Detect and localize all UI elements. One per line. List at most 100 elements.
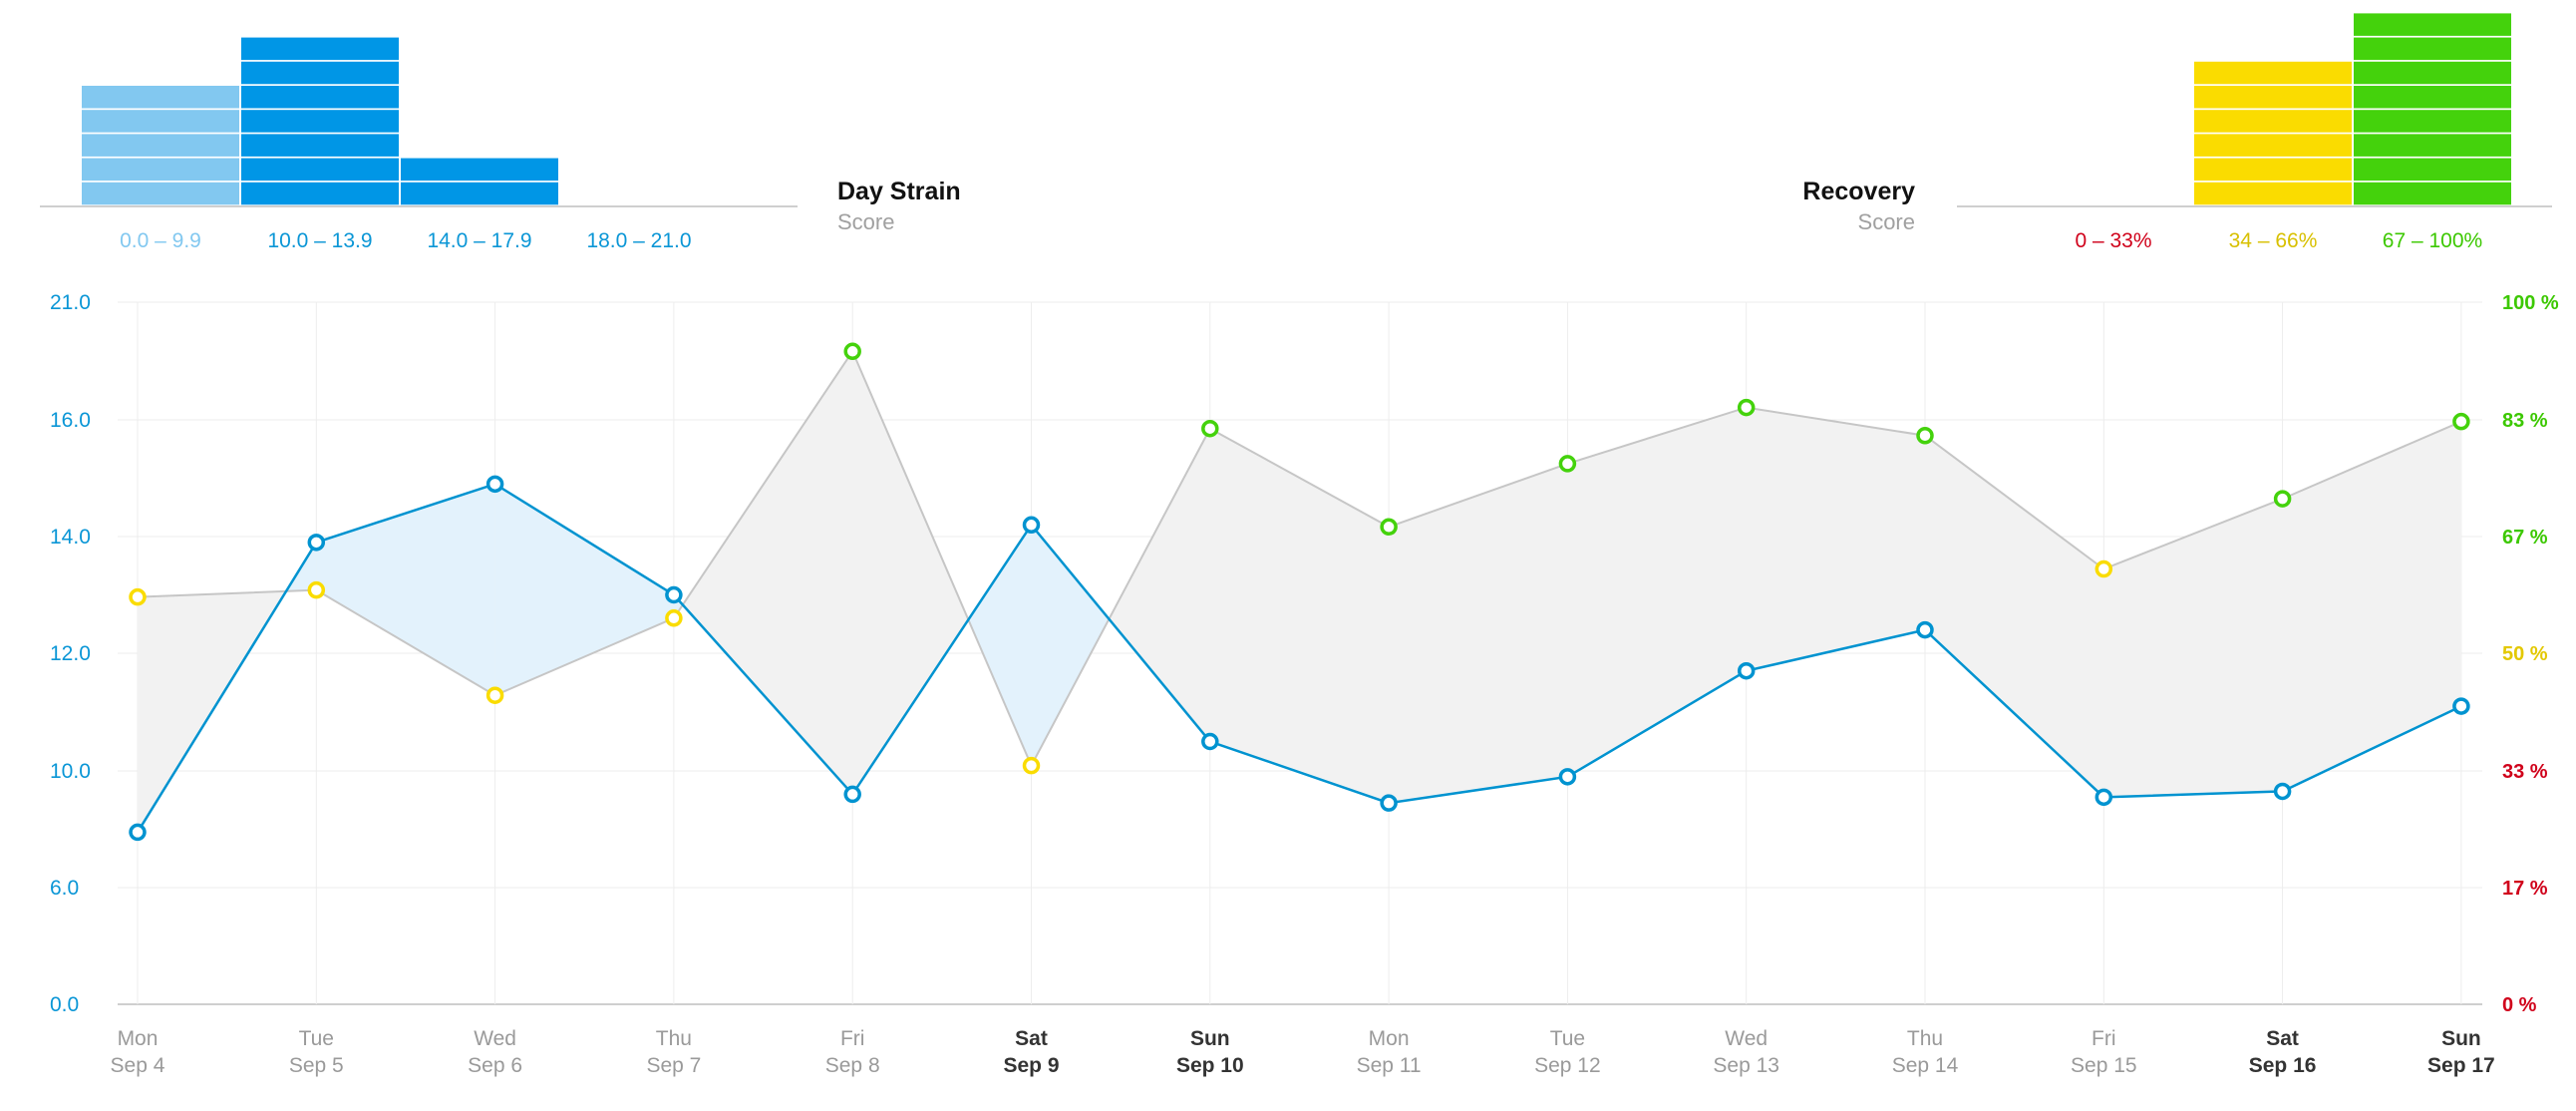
recovery-point xyxy=(1916,427,1934,445)
recovery-point xyxy=(2094,559,2113,578)
recovery_histogram-bar-segment xyxy=(2194,134,2352,157)
recovery_histogram-bar-segment xyxy=(2354,86,2511,109)
x-weekday-label: Tue xyxy=(1550,1027,1585,1050)
recovery_histogram-bar-segment xyxy=(2354,37,2511,61)
strain_histogram-bar-segment xyxy=(241,182,399,205)
fill-region xyxy=(1109,428,1210,742)
recovery-point xyxy=(2452,412,2470,431)
recovery-point xyxy=(485,686,504,704)
strain-recovery-area xyxy=(138,351,2461,833)
fill-region xyxy=(682,351,853,795)
recovery-point xyxy=(129,587,147,606)
fill-region xyxy=(1746,407,1925,671)
recovery_histogram-bar-segment xyxy=(2354,13,2511,36)
strain_histogram-bar-segment xyxy=(82,134,239,157)
strain_histogram-bar-segment xyxy=(241,134,399,157)
recovery_histogram-bin-label: 67 – 100% xyxy=(2383,229,2482,252)
left-tick-label: 6.0 xyxy=(50,877,79,900)
fill-region xyxy=(1567,407,1747,777)
fill-region xyxy=(1389,463,1568,804)
left-tick-label: 14.0 xyxy=(50,526,91,549)
right-tick-label: 17 % xyxy=(2502,878,2548,900)
axes: 0.0 6.0 10.0 12.0 14.0 16.0 21.0 0 % 17 % 33 % 50 … xyxy=(50,291,2559,1077)
strain-hist-subtitle: Score xyxy=(837,209,894,234)
right-tick-label: 0 % xyxy=(2502,994,2537,1016)
strain_histogram-bar-segment xyxy=(241,61,399,85)
strain-point xyxy=(1022,516,1041,535)
strain_histogram-bar-segment xyxy=(82,110,239,133)
strain_histogram-bar-segment xyxy=(401,158,558,182)
recovery-point xyxy=(307,580,326,599)
strain_histogram-bin-label: 14.0 – 17.9 xyxy=(427,229,531,252)
recovery_histogram-bar-segment xyxy=(2194,61,2352,85)
x-weekday-label: Sun xyxy=(1190,1027,1230,1050)
strain-point xyxy=(1558,768,1577,786)
series-points xyxy=(129,342,2470,842)
series-lines xyxy=(136,349,2462,834)
fill-region xyxy=(968,525,1032,766)
x-date-label: Sep 12 xyxy=(1534,1054,1601,1077)
strain-point xyxy=(2273,782,2292,801)
recovery_histogram-bin-label: 0 – 33% xyxy=(2075,229,2151,252)
right-tick-label: 83 % xyxy=(2502,410,2548,432)
strain_histogram-bar-segment xyxy=(241,37,399,61)
x-date-label: Sep 15 xyxy=(2071,1054,2137,1077)
fill-region xyxy=(1925,435,2104,798)
strain-point xyxy=(1916,620,1934,639)
strain_histogram-bar-segment xyxy=(82,158,239,182)
right-tick-label: 50 % xyxy=(2502,643,2548,665)
recovery-hist-title: Recovery xyxy=(1802,178,1915,205)
fill-region xyxy=(494,484,674,696)
x-date-label: Sep 10 xyxy=(1176,1054,1244,1077)
x-date-label: Sep 7 xyxy=(646,1054,701,1077)
strain-hist-title: Day Strain xyxy=(837,178,961,205)
strain_histogram-bar-segment xyxy=(241,110,399,133)
recovery-point xyxy=(1022,756,1041,775)
left-tick-label: 21.0 xyxy=(50,291,91,314)
strain_histogram-bar-segment xyxy=(241,158,399,182)
strain_histogram-bar-segment xyxy=(401,182,558,205)
x-date-label: Sep 11 xyxy=(1357,1054,1422,1077)
recovery_histogram-bar-segment xyxy=(2194,110,2352,133)
recovery-point xyxy=(2273,490,2292,508)
recovery-line xyxy=(137,349,2462,768)
strain-line xyxy=(136,482,2462,834)
x-weekday-label: Sat xyxy=(2266,1027,2299,1050)
right-tick-label: 67 % xyxy=(2502,527,2548,549)
left-tick-label: 16.0 xyxy=(50,409,91,432)
strain_histogram-bar-segment xyxy=(82,86,239,109)
x-weekday-label: Thu xyxy=(656,1027,692,1050)
recovery-point xyxy=(665,609,683,627)
x-date-label: Sep 13 xyxy=(1713,1054,1779,1077)
x-weekday-label: Thu xyxy=(1907,1027,1943,1050)
recovery_histogram-bar-segment xyxy=(2354,158,2511,182)
x-weekday-label: Fri xyxy=(2092,1027,2116,1050)
recovery-point xyxy=(1201,419,1219,438)
x-date-label: Sep 5 xyxy=(289,1054,344,1077)
x-weekday-label: Sat xyxy=(1015,1027,1048,1050)
x-weekday-label: Tue xyxy=(299,1027,334,1050)
recovery_histogram-bar-segment xyxy=(2194,86,2352,109)
fill-region xyxy=(852,351,969,795)
strain-point xyxy=(2452,697,2470,715)
x-weekday-label: Fri xyxy=(840,1027,865,1050)
fill-region xyxy=(2282,421,2461,792)
x-weekday-label: Mon xyxy=(118,1027,159,1050)
fill-region xyxy=(1209,428,1390,804)
strain-point xyxy=(2094,788,2113,807)
recovery_histogram-bar-segment xyxy=(2354,134,2511,157)
strain_histogram-bin-label: 18.0 – 21.0 xyxy=(586,229,691,252)
strain-point xyxy=(665,585,683,604)
left-tick-label: 10.0 xyxy=(50,760,91,783)
recovery-point xyxy=(1737,398,1756,417)
x-date-label: Sep 6 xyxy=(468,1054,522,1077)
x-weekday-label: Sun xyxy=(2441,1027,2481,1050)
x-weekday-label: Mon xyxy=(1369,1027,1410,1050)
strain-point xyxy=(307,534,326,552)
x-date-label: Sep 8 xyxy=(825,1054,880,1077)
x-date-label: Sep 16 xyxy=(2249,1054,2317,1077)
right-tick-label: 33 % xyxy=(2502,761,2548,783)
strain-point xyxy=(1380,794,1398,812)
recovery-point xyxy=(1380,518,1398,537)
